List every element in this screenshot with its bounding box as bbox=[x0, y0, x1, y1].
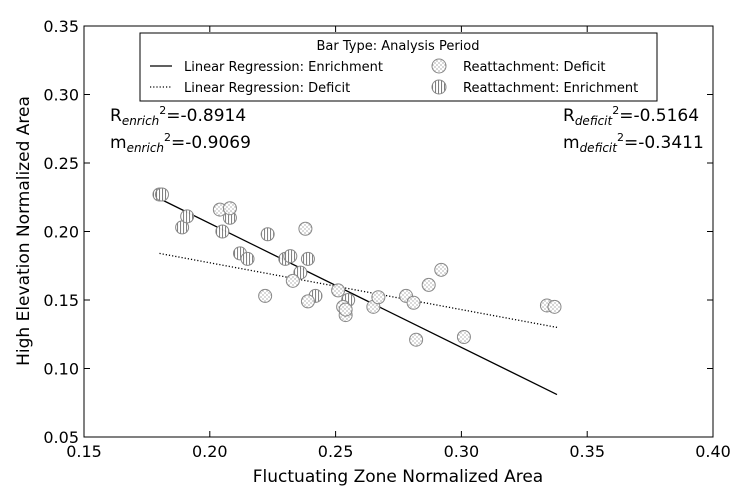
deficit-point bbox=[421, 277, 436, 292]
deficit-point bbox=[298, 221, 313, 236]
enrichment-point bbox=[154, 187, 169, 202]
axis-ticks: 0.15 0.20 0.25 0.30 0.35 0.40 0.05 0.10 0.15 0.20… bbox=[43, 17, 730, 461]
x-axis-label: Fluctuating Zone Normalized Area bbox=[253, 467, 543, 487]
x-tick-label: 0.35 bbox=[569, 442, 605, 461]
legend-entry-enrichment-regression: Linear Regression: Enrichment bbox=[184, 60, 383, 75]
data-markers bbox=[152, 187, 562, 347]
deficit-point bbox=[409, 332, 424, 347]
legend-box bbox=[139, 32, 658, 102]
enrichment-point bbox=[300, 251, 315, 266]
deficit-point bbox=[456, 329, 471, 344]
x-tick-label: 0.20 bbox=[192, 442, 228, 461]
y-axis-label: High Elevation Normalized Area bbox=[14, 96, 34, 366]
legend-title: Bar Type: Analysis Period bbox=[317, 39, 480, 54]
legend-entry-enrichment-reattachment: Reattachment: Enrichment bbox=[463, 81, 638, 96]
deficit-point bbox=[258, 288, 273, 303]
legend-dot-hatch-marker-icon bbox=[431, 58, 447, 74]
x-tick-label: 0.25 bbox=[318, 442, 354, 461]
annotation-r-deficit: Rdeficit2=-0.5164 bbox=[563, 104, 699, 128]
enrichment-point bbox=[283, 249, 298, 264]
legend-entry-deficit-regression: Linear Regression: Deficit bbox=[184, 81, 350, 96]
annotation-m-enrich: menrich2=-0.9069 bbox=[110, 131, 251, 155]
annotation-r-enrich: Renrich2=-0.8914 bbox=[110, 104, 246, 128]
deficit-point bbox=[338, 302, 353, 317]
y-tick-label: 0.20 bbox=[43, 223, 79, 242]
x-tick-label: 0.15 bbox=[66, 442, 102, 461]
legend-entry-deficit-reattachment: Reattachment: Deficit bbox=[463, 60, 606, 75]
deficit-point bbox=[406, 295, 421, 310]
y-tick-label: 0.15 bbox=[43, 291, 79, 310]
enrichment-point bbox=[240, 251, 255, 266]
y-tick-label: 0.05 bbox=[43, 428, 79, 447]
y-tick-label: 0.30 bbox=[43, 86, 79, 105]
deficit-point bbox=[222, 201, 237, 216]
legend: Bar Type: Analysis Period Linear Regress… bbox=[139, 32, 658, 102]
x-tick-label: 0.30 bbox=[444, 442, 480, 461]
deficit-point bbox=[547, 299, 562, 314]
y-tick-label: 0.25 bbox=[43, 154, 79, 173]
enrichment-point bbox=[180, 209, 195, 224]
deficit-point bbox=[434, 262, 449, 277]
x-tick-label: 0.40 bbox=[695, 442, 731, 461]
y-tick-label: 0.35 bbox=[43, 17, 79, 36]
enrichment-point bbox=[215, 224, 230, 239]
deficit-point bbox=[285, 273, 300, 288]
regression-line-deficit bbox=[159, 252, 558, 329]
deficit-point bbox=[300, 294, 315, 309]
deficit-point bbox=[371, 290, 386, 305]
deficit-point bbox=[331, 283, 346, 298]
annotation-m-deficit: mdeficit2=-0.3411 bbox=[563, 131, 704, 155]
y-tick-label: 0.10 bbox=[43, 360, 79, 379]
legend-vertical-hatch-marker-icon bbox=[431, 79, 447, 95]
enrichment-point bbox=[260, 227, 275, 242]
